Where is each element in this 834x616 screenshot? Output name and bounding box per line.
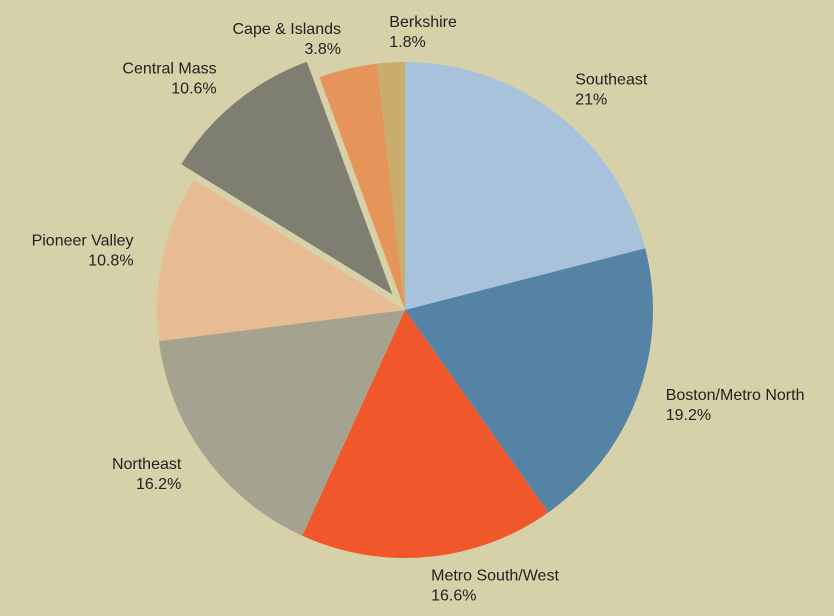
slice-value-label: 19.2% [666,407,711,424]
slice-label: Pioneer Valley [32,232,134,249]
pie-slice [157,179,405,342]
slice-value-label: 1.8% [389,34,425,51]
slice-label: Metro South/West [431,568,559,585]
slice-label: Northeast [112,456,182,473]
pie-slice [302,310,549,558]
pie-slice [319,63,405,310]
slice-value-label: 16.2% [136,476,181,493]
slice-value-label: 21% [575,92,607,109]
pie-slice [181,61,393,295]
slice-label: Berkshire [389,14,457,31]
slice-value-label: 10.6% [171,81,216,98]
slice-label: Central Mass [122,61,216,78]
slice-label: Boston/Metro North [666,387,805,404]
slice-label: Cape & Islands [232,21,341,38]
slice-value-label: 16.6% [431,588,476,605]
pie-slice [405,248,653,513]
pie-slice [405,62,646,310]
pie-slice [377,62,405,310]
pie-slice [158,310,405,536]
slice-value-label: 3.8% [305,41,341,58]
slice-label: Southeast [575,72,648,89]
slice-value-label: 10.8% [88,252,133,269]
